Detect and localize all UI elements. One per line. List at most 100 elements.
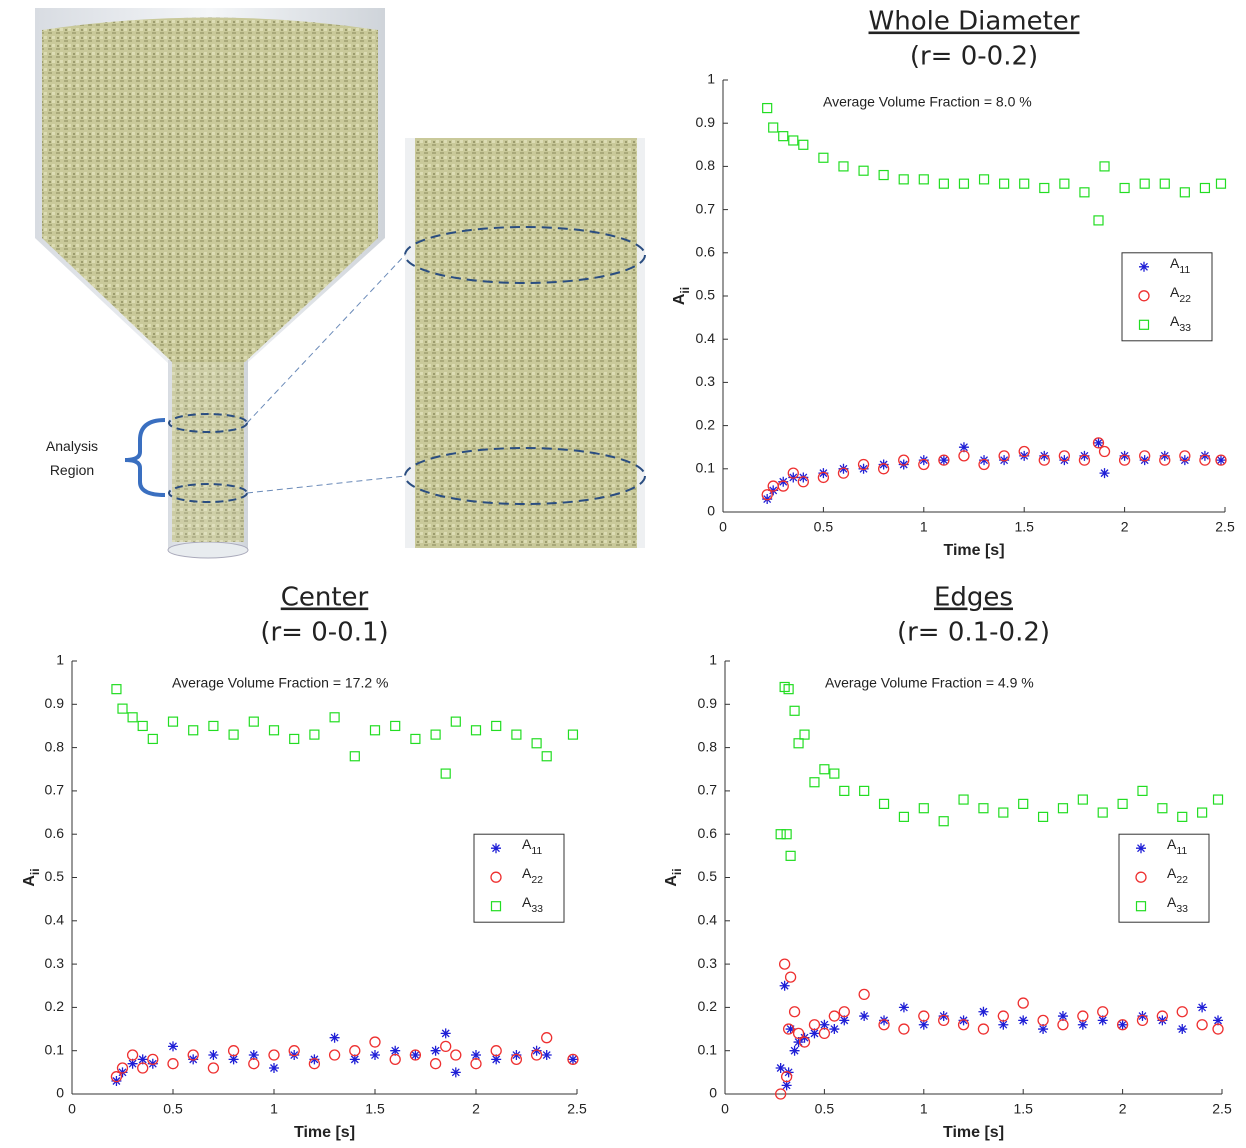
x-tick-label: 0.5 <box>163 1101 183 1117</box>
marker-square <box>790 706 799 715</box>
chart-subtitle: (r= 0-0.1) <box>260 618 388 648</box>
brace <box>125 420 165 495</box>
marker-circle <box>959 451 969 461</box>
marker-circle <box>780 959 790 969</box>
marker-square <box>819 153 828 162</box>
figure: AnalysisRegion Whole Diameter (r= 0-0.2) 0… <box>0 0 1246 1148</box>
marker-square <box>1118 799 1127 808</box>
marker-circle <box>229 1046 239 1056</box>
y-tick-label: 0.2 <box>45 998 65 1014</box>
marker-square <box>209 721 218 730</box>
annotation: Average Volume Fraction = 17.2 % <box>172 675 388 691</box>
x-tick-label: 0 <box>719 519 727 535</box>
marker-square <box>769 123 778 132</box>
chart-title: Center <box>281 583 369 613</box>
y-tick-label: 0.6 <box>696 244 716 260</box>
marker-asterisk <box>859 1011 869 1021</box>
marker-square <box>451 717 460 726</box>
marker-square <box>794 739 803 748</box>
marker-asterisk <box>1018 1015 1028 1025</box>
marker-square <box>919 804 928 813</box>
marker-square <box>350 752 359 761</box>
marker-square <box>840 786 849 795</box>
marker-square <box>118 704 127 713</box>
marker-square <box>979 804 988 813</box>
x-tick-label: 2.5 <box>1215 519 1235 535</box>
y-tick-label: 0.2 <box>698 998 718 1014</box>
marker-circle <box>1197 1020 1207 1030</box>
marker-square <box>789 136 798 145</box>
y-tick-label: 0.1 <box>698 1041 718 1057</box>
y-tick-label: 0.8 <box>696 157 716 173</box>
y-tick-label: 0 <box>709 1085 717 1101</box>
marker-circle <box>451 1050 461 1060</box>
marker-square <box>512 730 521 739</box>
marker-circle <box>819 1028 829 1038</box>
marker-square <box>249 717 258 726</box>
marker-square <box>782 830 791 839</box>
marker-square <box>1198 808 1207 817</box>
marker-circle <box>542 1033 552 1043</box>
x-tick-label: 1 <box>920 1101 928 1117</box>
marker-asterisk <box>168 1041 178 1051</box>
y-tick-label: 0.5 <box>698 868 718 884</box>
marker-square <box>799 140 808 149</box>
marker-square <box>1160 179 1169 188</box>
zoom-particles <box>415 138 637 548</box>
marker-circle <box>899 1024 909 1034</box>
marker-asterisk <box>1139 262 1149 272</box>
chart-title: Whole Diameter <box>869 7 1080 37</box>
marker-square <box>1020 179 1029 188</box>
illustration-label: AnalysisRegion <box>46 438 98 478</box>
marker-circle <box>998 1011 1008 1021</box>
y-tick-label: 0.9 <box>696 114 716 130</box>
y-tick-label: 0.2 <box>696 416 716 432</box>
marker-asterisk <box>542 1050 552 1060</box>
marker-square <box>138 721 147 730</box>
marker-asterisk <box>431 1046 441 1056</box>
marker-asterisk <box>1177 1024 1187 1034</box>
marker-square <box>820 765 829 774</box>
marker-square <box>786 851 795 860</box>
illustration: AnalysisRegion <box>35 8 645 558</box>
chart-subtitle: (r= 0-0.2) <box>910 42 1038 72</box>
y-tick-label: 0.3 <box>698 955 718 971</box>
marker-circle <box>809 1020 819 1030</box>
marker-square <box>763 104 772 113</box>
marker-square <box>229 730 238 739</box>
marker-square <box>371 726 380 735</box>
marker-asterisk <box>829 1024 839 1034</box>
marker-circle <box>1100 447 1110 457</box>
marker-square <box>939 817 948 826</box>
marker-square <box>999 808 1008 817</box>
marker-circle <box>790 1007 800 1017</box>
marker-circle <box>1018 998 1028 1008</box>
marker-square <box>270 726 279 735</box>
annotation: Average Volume Fraction = 4.9 % <box>825 675 1034 691</box>
y-tick-label: 0.9 <box>698 695 718 711</box>
legend-box <box>474 834 564 922</box>
marker-circle <box>208 1063 218 1073</box>
y-tick-label: 0.8 <box>45 738 65 754</box>
marker-square <box>1100 162 1109 171</box>
marker-circle <box>839 1007 849 1017</box>
chart: Center(r= 0-0.1)00.10.20.30.40.50.60.70.… <box>21 583 587 1142</box>
marker-square <box>879 171 888 180</box>
marker-square <box>810 778 819 787</box>
x-axis-label: Time [s] <box>294 1124 355 1141</box>
y-tick-label: 0 <box>707 503 715 519</box>
tube-end <box>168 542 248 558</box>
marker-square <box>1098 808 1107 817</box>
marker-circle <box>1098 1007 1108 1017</box>
legend-box <box>1119 834 1209 922</box>
y-tick-label: 0.6 <box>45 825 65 841</box>
marker-square <box>1000 179 1009 188</box>
marker-square <box>1180 188 1189 197</box>
marker-circle <box>829 1011 839 1021</box>
x-axis-label: Time [s] <box>943 1124 1004 1141</box>
marker-square <box>1200 184 1209 193</box>
marker-square <box>959 179 968 188</box>
marker-square <box>472 726 481 735</box>
marker-square <box>148 734 157 743</box>
marker-square <box>1178 812 1187 821</box>
